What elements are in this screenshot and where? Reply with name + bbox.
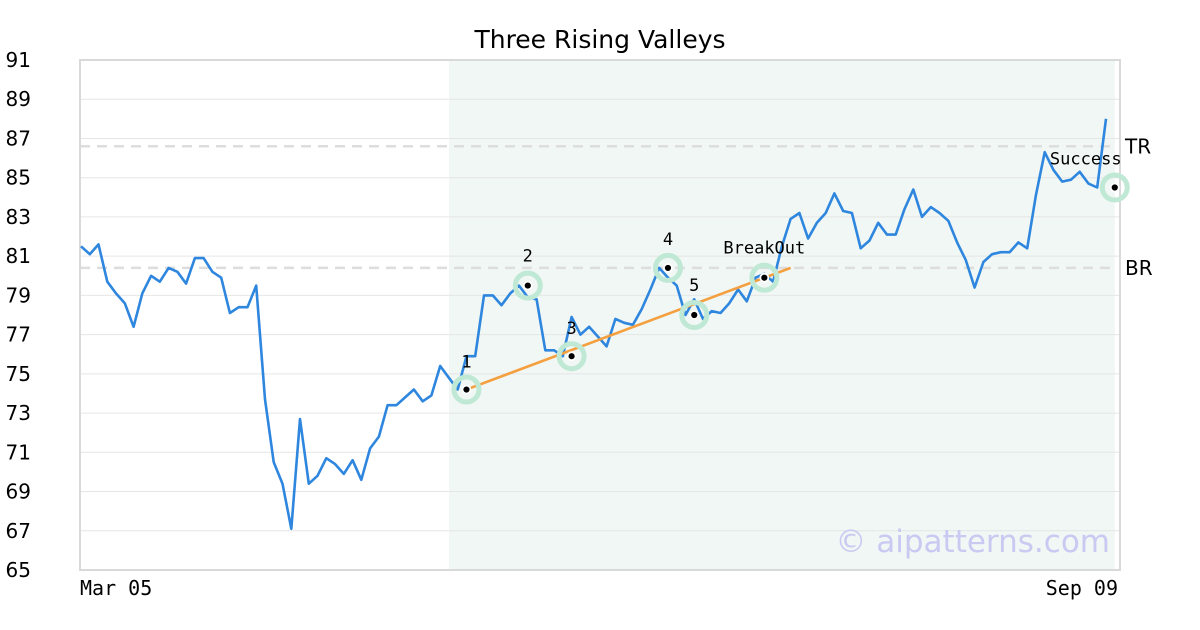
annotation-label-breakout: BreakOut bbox=[723, 239, 805, 259]
marker-point-4 bbox=[663, 263, 673, 273]
annotation-label-success: Success bbox=[1050, 150, 1122, 170]
price-line bbox=[80, 118, 1108, 531]
y-tick-label: 81 bbox=[6, 244, 31, 268]
annotation-label-3: 3 bbox=[566, 319, 576, 339]
y-tick-label: 73 bbox=[6, 401, 31, 425]
marker-point-3 bbox=[566, 351, 577, 362]
x-tick-label-start: Mar 05 bbox=[80, 576, 152, 600]
y-tick-label: 91 bbox=[6, 48, 31, 72]
marker-halo-2 bbox=[512, 270, 543, 301]
y-tick-label: 89 bbox=[6, 87, 31, 111]
y-tick-label: 87 bbox=[6, 126, 31, 150]
y-tick-label: 69 bbox=[6, 480, 31, 504]
chart-title: Three Rising Valleys bbox=[473, 25, 725, 54]
y-tick-label: 75 bbox=[6, 362, 31, 386]
annotation-label-5: 5 bbox=[689, 276, 699, 296]
y-tick-label: 77 bbox=[6, 323, 31, 347]
pattern-shade bbox=[448, 60, 1115, 570]
y-tick-label: 65 bbox=[6, 558, 31, 582]
marker-halo-1 bbox=[451, 374, 482, 405]
valley-trend-line bbox=[466, 266, 792, 391]
marker-point-2 bbox=[522, 280, 533, 291]
plot-frame bbox=[79, 59, 1121, 571]
y-tick-label: 79 bbox=[6, 283, 31, 307]
annotation-label-4: 4 bbox=[663, 230, 673, 250]
marker-point-breakout bbox=[759, 272, 770, 283]
x-tick-label-end: Sep 09 bbox=[1046, 576, 1118, 600]
marker-halo-success bbox=[1099, 172, 1130, 203]
y-tick-label: 85 bbox=[6, 166, 31, 190]
reference-label-br: BR bbox=[1125, 256, 1153, 280]
marker-halo-5 bbox=[679, 300, 710, 330]
y-tick-label: 67 bbox=[6, 519, 31, 543]
reference-label-tr: TR bbox=[1124, 134, 1151, 158]
y-tick-label: 83 bbox=[6, 205, 31, 229]
annotation-label-1: 1 bbox=[461, 353, 471, 373]
marker-halo-breakout bbox=[749, 262, 780, 293]
annotation-label-2: 2 bbox=[523, 247, 533, 267]
marker-point-success bbox=[1109, 182, 1120, 193]
y-tick-label: 71 bbox=[6, 440, 31, 464]
marker-halo-3 bbox=[556, 341, 587, 372]
watermark: © aipatterns.com bbox=[835, 524, 1110, 560]
marker-halo-4 bbox=[652, 252, 683, 283]
marker-point-1 bbox=[461, 384, 472, 395]
marker-point-5 bbox=[689, 310, 700, 320]
